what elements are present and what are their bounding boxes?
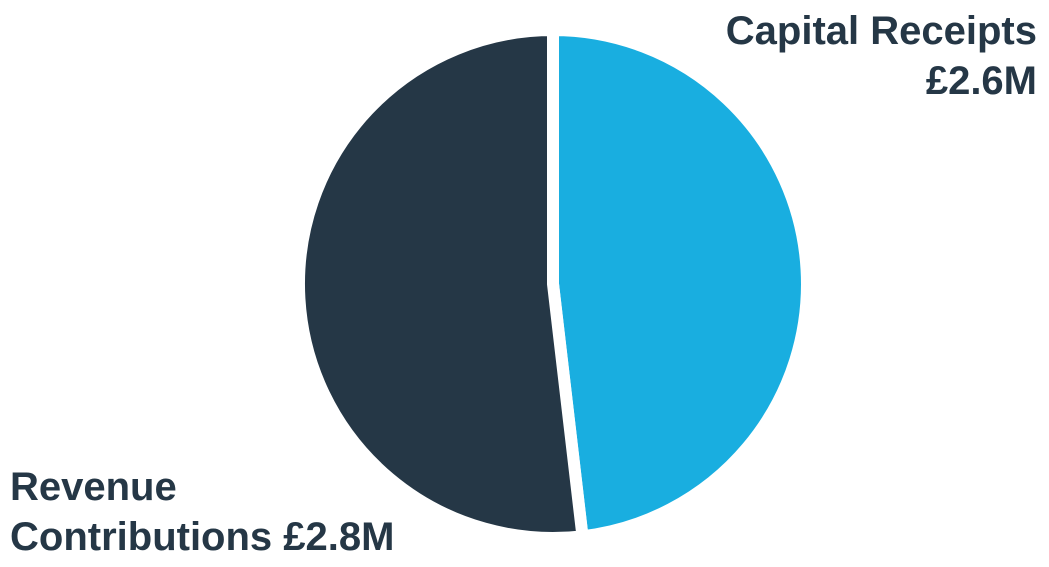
slice-label-capital-receipts-value: £2.6M [925,59,1037,103]
slice-label-capital-receipts-name: Capital Receipts [725,9,1037,53]
slice-label-revenue-contributions: Revenue Contributions £2.8M [10,462,394,562]
slice-label-revenue-contributions-name: Revenue [10,465,177,509]
pie-slice-capital-receipts [547,23,813,543]
slice-label-revenue-contributions-value: Contributions £2.8M [10,515,395,559]
pie-slice-revenue-contributions [293,23,590,544]
slice-label-capital-receipts: Capital Receipts £2.6M [726,6,1037,106]
